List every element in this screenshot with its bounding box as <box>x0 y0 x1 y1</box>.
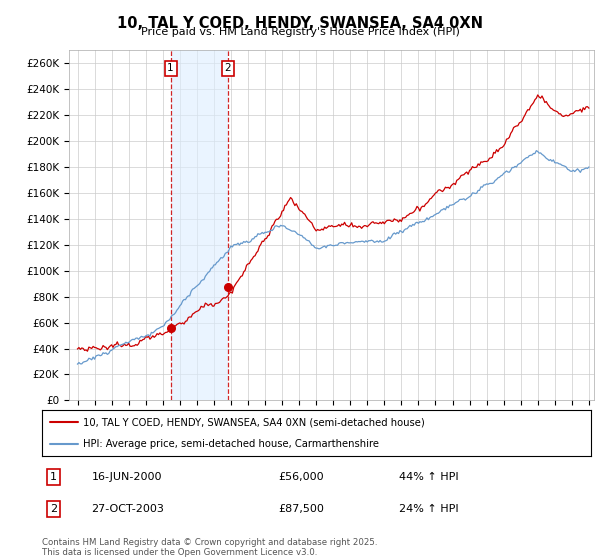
Text: £87,500: £87,500 <box>278 504 324 514</box>
Text: 27-OCT-2003: 27-OCT-2003 <box>91 504 164 514</box>
Text: 1: 1 <box>167 63 174 73</box>
Text: 10, TAL Y COED, HENDY, SWANSEA, SA4 0XN (semi-detached house): 10, TAL Y COED, HENDY, SWANSEA, SA4 0XN … <box>83 417 425 427</box>
Text: 10, TAL Y COED, HENDY, SWANSEA, SA4 0XN: 10, TAL Y COED, HENDY, SWANSEA, SA4 0XN <box>117 16 483 31</box>
Text: 2: 2 <box>224 63 231 73</box>
Text: 1: 1 <box>50 472 57 482</box>
Text: 44% ↑ HPI: 44% ↑ HPI <box>399 472 458 482</box>
Bar <box>170 50 228 400</box>
Text: HPI: Average price, semi-detached house, Carmarthenshire: HPI: Average price, semi-detached house,… <box>83 439 379 449</box>
Text: Price paid vs. HM Land Registry's House Price Index (HPI): Price paid vs. HM Land Registry's House … <box>140 27 460 37</box>
Text: 24% ↑ HPI: 24% ↑ HPI <box>399 504 458 514</box>
Text: 16-JUN-2000: 16-JUN-2000 <box>91 472 162 482</box>
Text: Contains HM Land Registry data © Crown copyright and database right 2025.
This d: Contains HM Land Registry data © Crown c… <box>42 538 377 557</box>
Text: 2: 2 <box>50 504 58 514</box>
Text: £56,000: £56,000 <box>278 472 323 482</box>
